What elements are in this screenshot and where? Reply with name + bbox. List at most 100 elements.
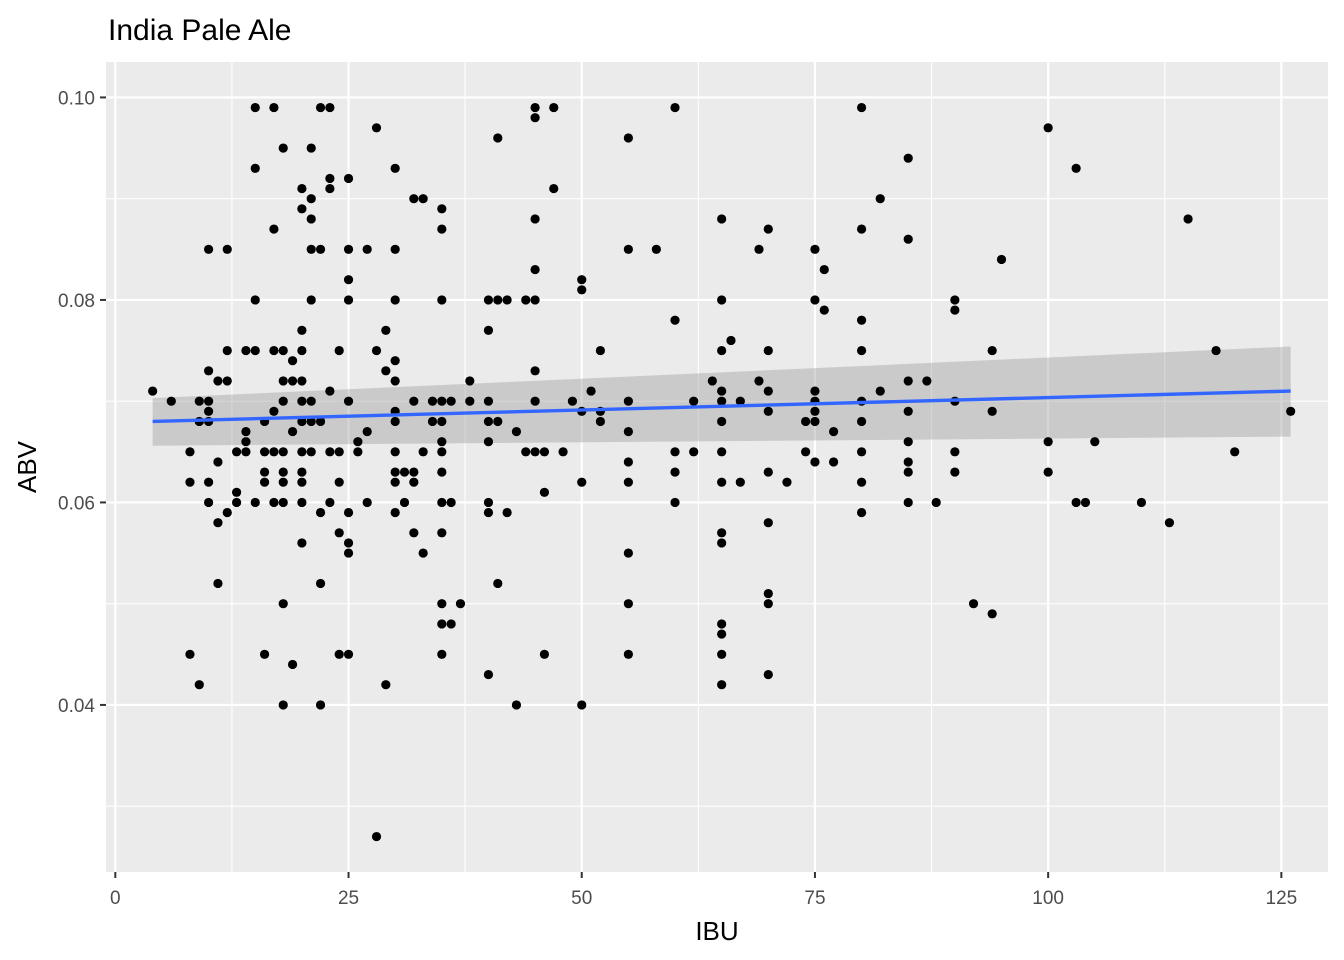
- data-point: [213, 457, 223, 467]
- y-tick-label: 0.04: [58, 696, 95, 717]
- data-point: [483, 416, 494, 427]
- data-point: [278, 376, 288, 386]
- data-point: [250, 497, 260, 508]
- x-tick-label: 75: [804, 888, 825, 909]
- x-tick-label: 50: [571, 888, 592, 909]
- data-point: [306, 244, 316, 254]
- data-point: [259, 447, 270, 457]
- data-point: [278, 497, 288, 508]
- data-point: [856, 102, 867, 113]
- data-point: [325, 102, 335, 113]
- data-point: [381, 325, 391, 335]
- data-point: [334, 528, 344, 538]
- data-point: [717, 396, 727, 406]
- data-point: [754, 244, 764, 254]
- data-point: [315, 578, 326, 589]
- data-point: [1211, 345, 1221, 356]
- data-point: [511, 426, 522, 437]
- data-point: [502, 295, 512, 305]
- data-point: [623, 457, 633, 467]
- data-point: [259, 477, 270, 487]
- data-point: [810, 457, 820, 467]
- data-point: [325, 497, 335, 508]
- grid-major: [106, 62, 1328, 872]
- data-point: [390, 356, 400, 366]
- data-point: [530, 295, 540, 305]
- data-point: [1164, 518, 1175, 528]
- data-point: [670, 315, 680, 325]
- data-point: [903, 153, 913, 163]
- data-points: [148, 102, 1296, 842]
- x-axis-title: IBU: [695, 916, 738, 946]
- data-point: [483, 396, 494, 406]
- data-point: [801, 447, 811, 457]
- data-point: [250, 102, 260, 113]
- data-point: [185, 477, 195, 487]
- x-tick-label: 25: [338, 888, 359, 909]
- data-point: [717, 416, 727, 427]
- data-point: [437, 204, 447, 214]
- data-point: [204, 366, 214, 376]
- data-point: [362, 497, 372, 508]
- data-point: [483, 507, 494, 518]
- data-point: [763, 345, 773, 356]
- x-tick-label: 0: [110, 888, 121, 909]
- data-point: [437, 224, 447, 234]
- data-point: [409, 467, 419, 477]
- data-point: [530, 102, 540, 113]
- data-point: [717, 649, 727, 659]
- data-point: [343, 548, 354, 558]
- data-point: [306, 416, 316, 427]
- data-point: [278, 700, 288, 710]
- data-point: [437, 528, 447, 538]
- data-point: [717, 680, 727, 690]
- data-point: [269, 406, 279, 416]
- data-point: [297, 396, 307, 406]
- data-point: [623, 133, 633, 143]
- data-point: [194, 396, 204, 406]
- data-point: [315, 507, 326, 518]
- data-point: [315, 244, 326, 254]
- data-point: [717, 386, 727, 396]
- data-point: [1230, 447, 1240, 457]
- data-point: [856, 416, 867, 427]
- data-point: [595, 416, 605, 427]
- data-point: [409, 528, 419, 538]
- data-point: [455, 599, 466, 609]
- y-tick-label: 0.06: [58, 493, 95, 514]
- data-point: [297, 345, 307, 356]
- data-point: [371, 345, 382, 356]
- data-point: [437, 416, 447, 427]
- data-point: [390, 244, 400, 254]
- data-point: [437, 619, 447, 629]
- data-point: [409, 194, 419, 204]
- data-point: [511, 700, 522, 710]
- data-point: [689, 447, 699, 457]
- data-point: [437, 467, 447, 477]
- data-point: [278, 396, 288, 406]
- data-point: [278, 143, 288, 153]
- data-point: [549, 102, 559, 113]
- data-point: [483, 437, 494, 447]
- y-axis: 0.04 0.06 0.08 0.10: [58, 88, 106, 717]
- data-point: [259, 649, 270, 659]
- data-point: [651, 244, 661, 254]
- data-point: [1183, 214, 1193, 224]
- data-point: [381, 366, 391, 376]
- trend-line: [152, 389, 1291, 424]
- data-point: [763, 386, 773, 396]
- data-point: [409, 396, 419, 406]
- data-point: [297, 467, 307, 477]
- data-point: [502, 507, 512, 518]
- data-point: [343, 275, 354, 285]
- data-point: [381, 680, 391, 690]
- data-point: [717, 214, 727, 224]
- data-point: [250, 295, 260, 305]
- confidence-band-layer: [152, 346, 1291, 446]
- data-point: [493, 133, 503, 143]
- data-point: [213, 578, 223, 589]
- data-point: [987, 345, 997, 356]
- data-point: [810, 386, 820, 396]
- data-point: [446, 619, 456, 629]
- data-point: [493, 295, 503, 305]
